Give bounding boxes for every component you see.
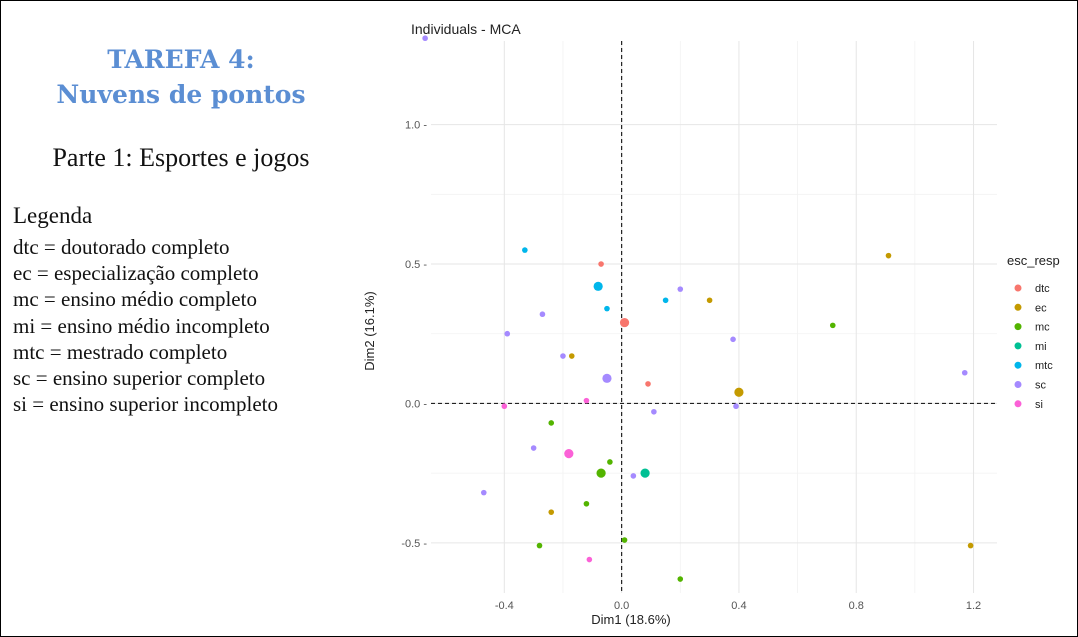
plot-background [431, 41, 997, 593]
data-point-sc [539, 311, 546, 318]
data-point-ec [548, 509, 555, 515]
slide-title-line2: Nuvens de pontos [56, 80, 306, 109]
y-tick-label: 1.0 - [405, 120, 427, 132]
data-point-si [564, 449, 574, 459]
slide-subtitle: Parte 1: Esportes e jogos [52, 143, 310, 172]
legend-item: mc = ensino médio completo [13, 287, 257, 312]
legend-label-mc: mc [1035, 322, 1050, 334]
data-point-sc [480, 489, 487, 496]
data-point-mc [536, 542, 543, 549]
legend-heading: Legenda [13, 203, 93, 228]
legend-list: dtc = doutorado completo ec = especializ… [13, 234, 278, 417]
data-point-ec [568, 353, 575, 359]
data-point-mc [829, 322, 836, 329]
data-point-mc [548, 420, 555, 426]
data-point-sc [422, 35, 428, 42]
x-tick-label: 1.2 [966, 600, 981, 612]
legend-key-si [1014, 400, 1022, 408]
data-point-sc [560, 353, 566, 359]
y-tick-label: 0.0 - [405, 398, 427, 410]
data-point-sc [630, 473, 637, 479]
legend-item: si = ensino superior incompleto [13, 392, 278, 417]
data-point-sc [733, 403, 739, 410]
y-tick-label: 0.5 - [405, 259, 427, 271]
data-point-si [583, 397, 590, 404]
data-point-sc [677, 286, 684, 292]
data-point-sc [961, 369, 968, 376]
data-point-sc [530, 445, 537, 451]
legend-label-mtc: mtc [1035, 360, 1053, 372]
chart-title: Individuals - MCA [411, 21, 521, 37]
legend-item: ec = especialização completo [13, 261, 259, 286]
data-point-si [586, 556, 593, 563]
legend-key-mc [1014, 323, 1022, 331]
data-point-mtc [593, 281, 603, 291]
slide-text-panel: TAREFA 4: Nuvens de pontos Parte 1: Espo… [1, 1, 361, 636]
x-tick-label: -0.4 [495, 600, 514, 612]
legend-key-sc [1014, 381, 1022, 388]
data-point-dtc [645, 381, 651, 387]
legend-label-mi: mi [1035, 341, 1047, 353]
x-tick-label: 0.8 [849, 600, 864, 612]
legend-label-si: si [1035, 399, 1043, 411]
slide-title-line1: TAREFA 4: [107, 45, 255, 74]
legend-label-sc: sc [1035, 380, 1047, 392]
data-point-mi [640, 468, 650, 478]
data-point-sc [730, 336, 736, 343]
legend-item: sc = ensino superior completo [13, 365, 266, 390]
data-point-si [501, 403, 508, 410]
legend-key-ec [1014, 303, 1022, 311]
data-point-dtc [598, 261, 604, 267]
data-point-sc [504, 330, 511, 337]
data-point-dtc [619, 317, 630, 328]
data-point-sc [602, 373, 612, 383]
legend-item: mi = ensino médio incompleto [13, 313, 270, 338]
legend-key-mi [1014, 342, 1022, 350]
legend-label-dtc: dtc [1035, 283, 1050, 295]
mca-scatter-chart: Individuals - MCA -0.4 0.0 0.4 0.8 1.2 -0.5 -… [362, 21, 1060, 627]
data-point-ec [885, 252, 892, 259]
data-point-mtc [662, 297, 669, 304]
data-point-ec [967, 542, 974, 549]
data-point-mc [607, 459, 613, 465]
legend-title: esc_resp [1007, 253, 1060, 268]
x-tick-label: 0.0 [614, 600, 629, 612]
legend-key-mtc [1014, 361, 1022, 369]
data-point-ec [734, 387, 744, 397]
data-point-mc [677, 576, 684, 582]
data-point-ec [706, 297, 713, 304]
data-point-mc [583, 500, 590, 507]
data-point-mtc [522, 247, 528, 253]
legend-item: dtc = doutorado completo [13, 235, 230, 259]
data-point-mc [596, 468, 606, 478]
x-tick-label: 0.4 [731, 600, 746, 612]
legend-item: mtc = mestrado completo [13, 339, 228, 364]
data-point-mtc [604, 305, 610, 312]
data-point-mc [621, 537, 628, 543]
data-point-sc [651, 408, 657, 415]
y-axis-label: Dim2 (16.1%) [362, 291, 377, 370]
x-axis-label: Dim1 (18.6%) [591, 612, 670, 627]
legend-label-ec: ec [1035, 302, 1047, 314]
y-tick-label: -0.5 - [401, 538, 427, 550]
legend-key-dtc [1014, 284, 1022, 292]
